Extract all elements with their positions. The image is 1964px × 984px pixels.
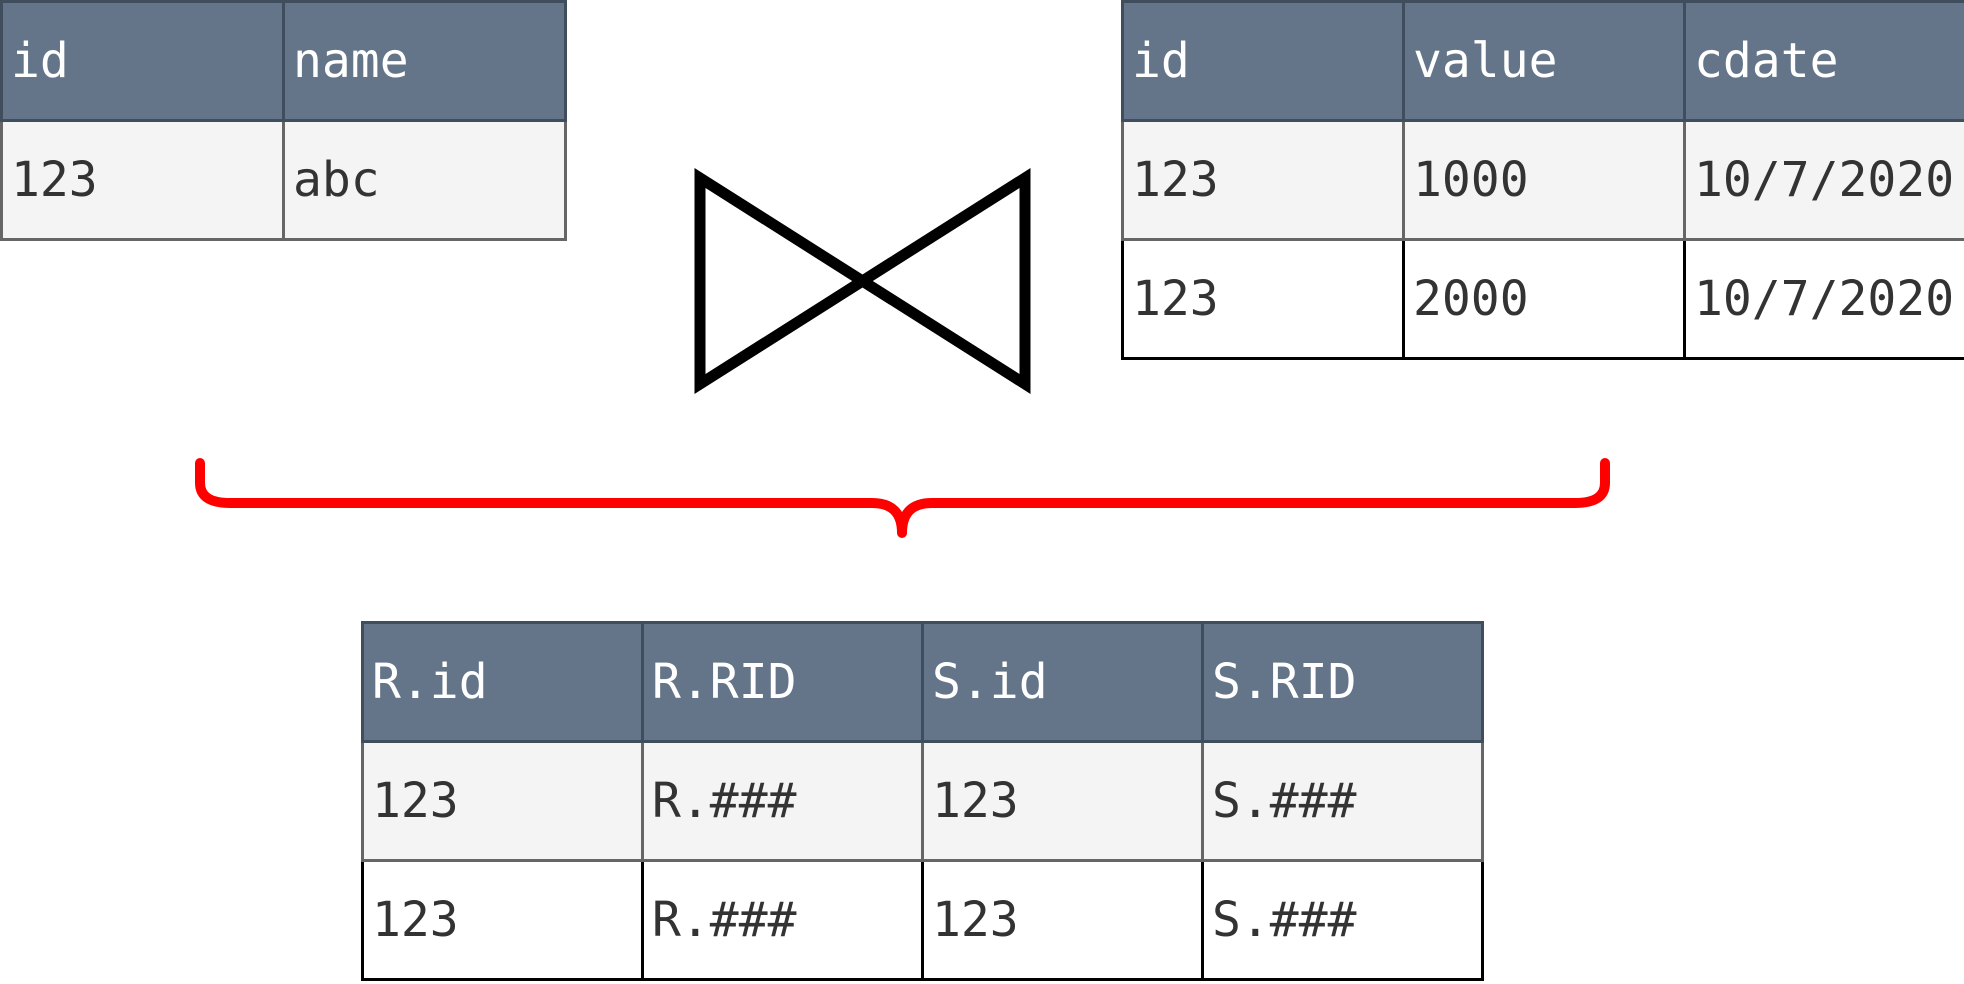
column-header-value: value [1402, 0, 1686, 122]
column-header-r-rid: R.RID [641, 621, 924, 743]
column-header-r-id: R.id [361, 621, 644, 743]
table-row: 123 2000 10/7/2020 [1121, 238, 1964, 360]
column-header-name: name [282, 0, 567, 122]
table-cell: 10/7/2020 [1683, 119, 1964, 241]
column-header-s-rid: S.RID [1201, 621, 1484, 743]
curly-brace [195, 458, 1610, 538]
table-cell: 123 [1121, 238, 1405, 360]
table-row: 123 R.### 123 S.### [361, 740, 1484, 862]
table-header-row: R.id R.RID S.id S.RID [361, 621, 1484, 743]
table-cell: 123 [361, 740, 644, 862]
table-cell: 123 [921, 740, 1204, 862]
table-header-row: id value cdate [1121, 0, 1964, 122]
table-row: 123 R.### 123 S.### [361, 859, 1484, 981]
table-cell: 123 [361, 859, 644, 981]
table-cell-rid: S.### [1201, 859, 1484, 981]
table-cell: 123 [0, 119, 285, 241]
table-cell: 123 [1121, 119, 1405, 241]
table-cell: 2000 [1402, 238, 1686, 360]
table-cell-rid: S.### [1201, 740, 1484, 862]
bowtie-join-icon [694, 168, 1031, 394]
column-header-id: id [0, 0, 285, 122]
table-row: 123 1000 10/7/2020 [1121, 119, 1964, 241]
table-cell: 123 [921, 859, 1204, 981]
column-header-s-id: S.id [921, 621, 1204, 743]
table-s: id value cdate 123 1000 10/7/2020 123 20… [1121, 0, 1964, 360]
table-header-row: id name [0, 0, 567, 122]
column-header-cdate: cdate [1683, 0, 1964, 122]
result-table: R.id R.RID S.id S.RID 123 R.### 123 S.##… [361, 621, 1484, 981]
column-header-id: id [1121, 0, 1405, 122]
table-cell: 1000 [1402, 119, 1686, 241]
table-r: id name 123 abc [0, 0, 567, 241]
table-cell-rid: R.### [641, 859, 924, 981]
table-cell: abc [282, 119, 567, 241]
table-cell-rid: R.### [641, 740, 924, 862]
table-row: 123 abc [0, 119, 567, 241]
table-cell: 10/7/2020 [1683, 238, 1964, 360]
